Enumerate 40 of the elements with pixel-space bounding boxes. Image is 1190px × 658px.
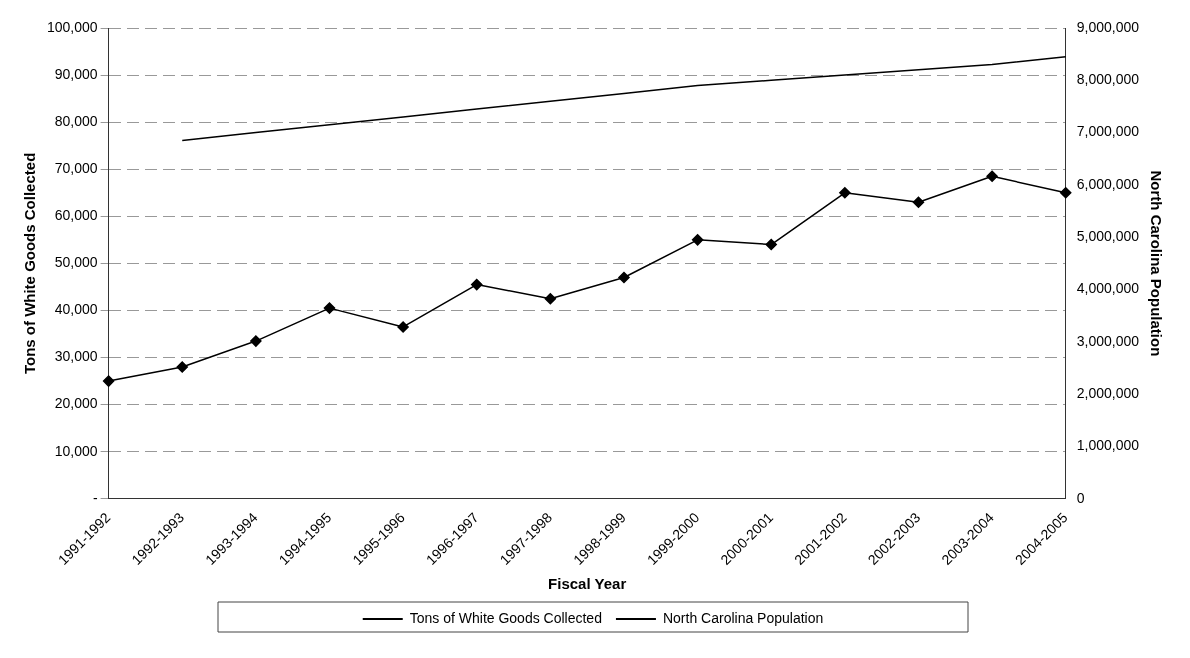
y-tick-label: 100,000	[47, 18, 98, 35]
point	[102, 375, 115, 387]
legend-label: Tons of White Goods Collected	[409, 609, 602, 626]
y-tick-label: 90,000	[54, 65, 98, 82]
y2-tick-label: 9,000,000	[1076, 18, 1140, 35]
y2-tick-label: 3,000,000	[1076, 332, 1140, 349]
point	[691, 234, 704, 246]
y2-tick-label: 6,000,000	[1076, 175, 1140, 192]
point	[986, 170, 998, 183]
point	[618, 271, 630, 284]
y-tick-label: 70,000	[54, 160, 98, 177]
y2-tick-label: 2,000,000	[1076, 385, 1140, 402]
y-tick-label: 80,000	[54, 113, 98, 130]
y2-tick-label: 1,000,000	[1076, 437, 1140, 454]
y2-tick-label: 5,000,000	[1076, 228, 1140, 245]
y2-axis-title: North Carolina Population	[1147, 170, 1165, 357]
y2-tick-label: 8,000,000	[1076, 71, 1140, 88]
y-axis-title: Tons of White Goods Collected	[21, 152, 39, 375]
point	[470, 278, 483, 291]
point	[1059, 187, 1072, 199]
point	[544, 292, 557, 305]
point	[839, 187, 851, 199]
x-axis-title: Fiscal Year	[548, 575, 627, 593]
y-tick-label: 20,000	[54, 395, 98, 412]
y2-tick-label: 0	[1076, 489, 1085, 506]
point	[765, 238, 777, 251]
y2-tick-label: 7,000,000	[1076, 123, 1140, 140]
point	[323, 302, 336, 314]
point	[250, 335, 262, 347]
point	[176, 361, 188, 373]
y-tick-label: 30,000	[54, 348, 98, 365]
y-tick-label: 50,000	[54, 254, 98, 271]
point	[912, 196, 925, 208]
y-tick-label: -	[92, 489, 98, 506]
y-tick-label: 40,000	[54, 301, 98, 318]
y-tick-label: 10,000	[54, 442, 98, 459]
point	[397, 321, 409, 333]
y2-tick-label: 4,000,000	[1076, 280, 1140, 297]
legend-label: North Carolina Population	[662, 609, 824, 626]
y-tick-label: 60,000	[54, 207, 98, 224]
